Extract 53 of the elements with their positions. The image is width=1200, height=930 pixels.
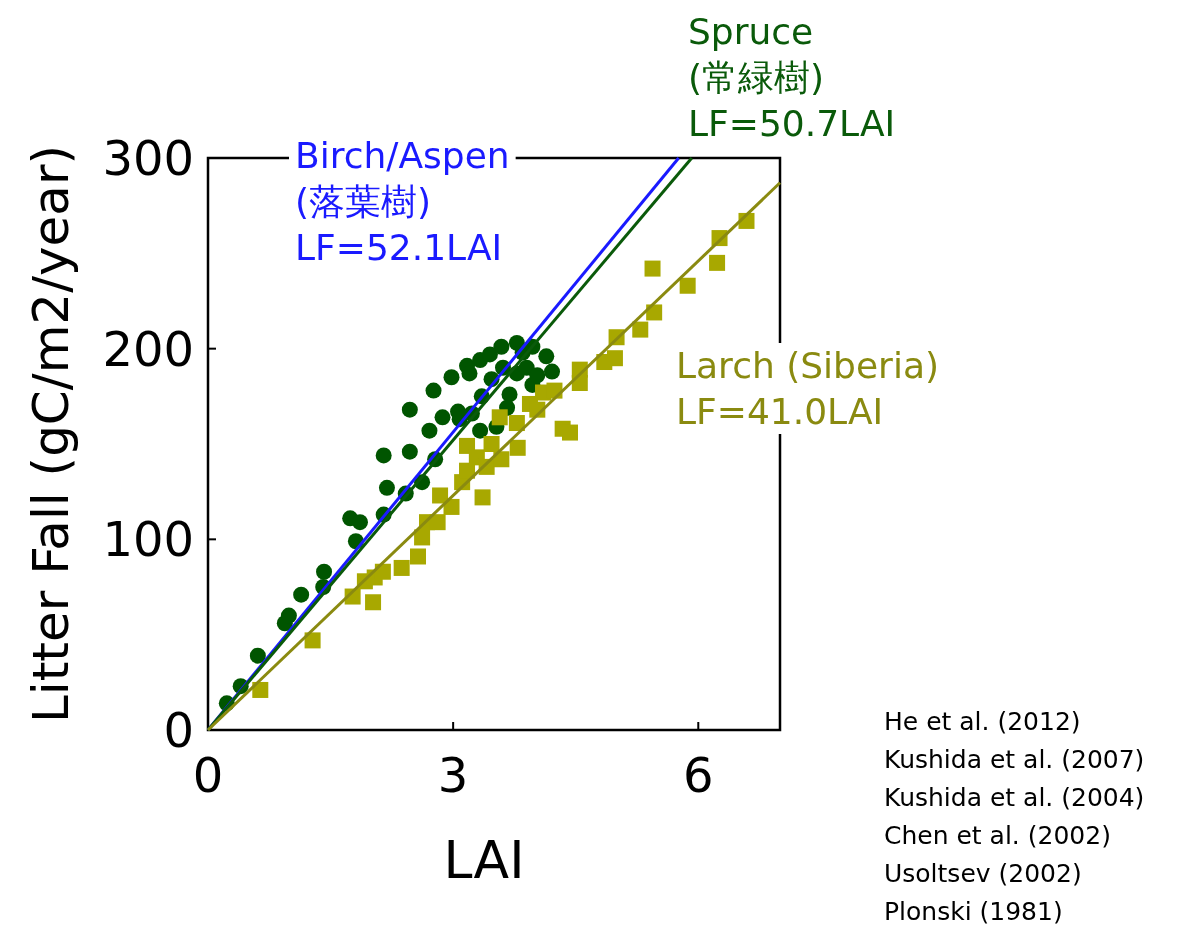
point bbox=[249, 647, 266, 664]
point bbox=[461, 365, 478, 382]
x-tick-label: 3 bbox=[437, 747, 469, 803]
x-tick-label: 6 bbox=[683, 747, 714, 803]
y-tick-label: 300 bbox=[102, 130, 194, 186]
point bbox=[501, 386, 518, 403]
point bbox=[529, 367, 546, 384]
annotation: Kushida et al. (2007) bbox=[884, 745, 1145, 774]
annotation: Kushida et al. (2004) bbox=[884, 783, 1145, 812]
y-tick-label: 100 bbox=[102, 511, 194, 568]
point bbox=[401, 401, 418, 418]
point bbox=[483, 436, 500, 452]
point bbox=[432, 487, 449, 504]
point bbox=[434, 409, 451, 426]
annotation: Plonski (1981) bbox=[884, 897, 1063, 926]
point bbox=[606, 350, 623, 367]
y-axis-title: Litter Fall (gC/m2/year) bbox=[22, 144, 80, 724]
point bbox=[493, 338, 510, 355]
point bbox=[425, 382, 442, 399]
point bbox=[481, 346, 498, 363]
point bbox=[491, 409, 508, 426]
point bbox=[351, 514, 368, 531]
point bbox=[709, 254, 726, 271]
annotation: Usoltsev (2002) bbox=[884, 859, 1082, 888]
point bbox=[472, 422, 489, 439]
point bbox=[679, 277, 696, 294]
annotation: He et al. (2012) bbox=[884, 707, 1081, 736]
point bbox=[393, 559, 410, 576]
point bbox=[644, 260, 661, 277]
point bbox=[509, 439, 526, 456]
x-axis-title: LAI bbox=[443, 830, 525, 890]
point bbox=[375, 447, 392, 464]
point bbox=[280, 607, 297, 624]
point bbox=[538, 348, 555, 365]
point bbox=[443, 369, 460, 386]
point bbox=[410, 548, 427, 565]
point bbox=[429, 514, 446, 531]
point bbox=[443, 498, 460, 515]
point bbox=[421, 422, 438, 439]
y-tick-label: 0 bbox=[163, 702, 194, 758]
point bbox=[316, 563, 333, 580]
point bbox=[293, 586, 310, 603]
point bbox=[365, 594, 382, 611]
annotation: Chen et al. (2002) bbox=[884, 821, 1111, 850]
point bbox=[544, 363, 561, 380]
point bbox=[508, 415, 525, 432]
point bbox=[474, 489, 491, 506]
point bbox=[378, 479, 395, 496]
point bbox=[401, 443, 418, 460]
point bbox=[304, 632, 321, 649]
point bbox=[632, 321, 649, 338]
y-tick-label: 200 bbox=[102, 320, 194, 377]
point bbox=[561, 424, 578, 441]
